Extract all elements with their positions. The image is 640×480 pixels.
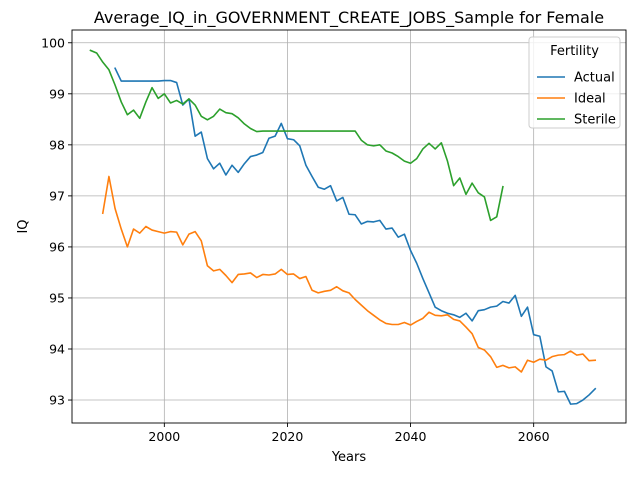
y-tick-label: 95 <box>49 290 65 305</box>
legend-label-ideal: Ideal <box>574 92 606 107</box>
x-tick-label: 2060 <box>518 429 550 444</box>
y-tick-label: 96 <box>49 239 65 254</box>
legend-box <box>528 36 621 129</box>
y-tick-label: 99 <box>49 86 65 101</box>
legend: Fertility Actual Ideal Sterile <box>528 36 621 129</box>
y-tick-label: 97 <box>49 188 65 203</box>
y-tick-label: 94 <box>49 341 65 356</box>
axis-ticks: 2000 2020 2040 2060 93 94 95 96 97 98 99 100 <box>41 35 549 444</box>
y-tick-label: 93 <box>49 393 65 408</box>
x-tick-label: 2040 <box>395 429 427 444</box>
series-line-sterile <box>89 49 504 222</box>
series-line-actual <box>114 67 597 405</box>
legend-label-actual: Actual <box>574 71 615 86</box>
legend-label-sterile: Sterile <box>574 113 616 128</box>
series-lines <box>89 49 597 405</box>
y-tick-label: 100 <box>41 35 65 50</box>
x-tick-label: 2020 <box>272 429 304 444</box>
x-axis-label: Years <box>331 450 367 465</box>
chart-title: Average_IQ_in_GOVERNMENT_CREATE_JOBS_Sam… <box>94 8 604 28</box>
series-line-ideal <box>101 175 597 373</box>
plot-area-frame <box>71 29 627 424</box>
legend-items: Actual Ideal Sterile <box>537 71 616 128</box>
y-tick-label: 98 <box>49 137 65 152</box>
x-tick-label: 2000 <box>148 429 180 444</box>
y-axis-label: IQ <box>16 219 31 233</box>
legend-title: Fertility <box>550 44 599 59</box>
